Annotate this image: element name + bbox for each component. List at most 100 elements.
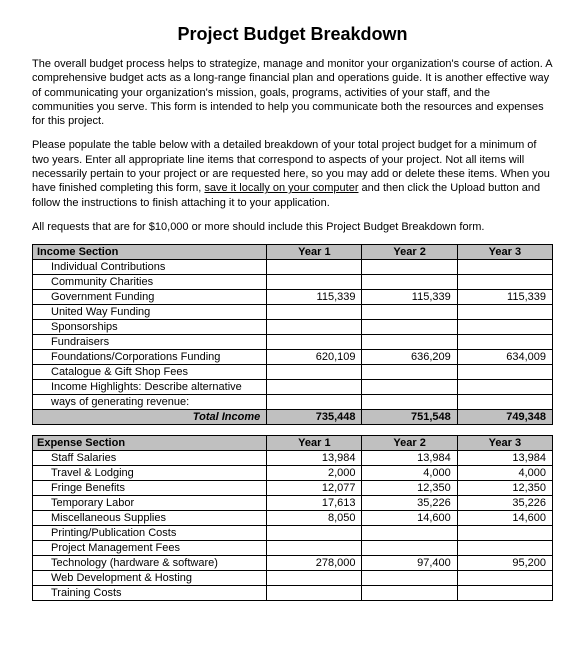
- table-row: Printing/Publication Costs: [33, 526, 553, 541]
- cell-value: 634,009: [457, 350, 552, 365]
- expense-section-header: Expense Section: [33, 436, 267, 451]
- row-label: Sponsorships: [33, 320, 267, 335]
- cell-value: 14,600: [362, 511, 457, 526]
- row-label: Fundraisers: [33, 335, 267, 350]
- year3-header: Year 3: [457, 436, 552, 451]
- cell-value: [267, 571, 362, 586]
- cell-value: [362, 260, 457, 275]
- cell-value: 115,339: [362, 290, 457, 305]
- income-table: Income Section Year 1 Year 2 Year 3 Indi…: [32, 244, 553, 425]
- cell-value: [267, 335, 362, 350]
- cell-value: [267, 541, 362, 556]
- table-row: Technology (hardware & software)278,0009…: [33, 556, 553, 571]
- cell-value: [362, 320, 457, 335]
- year2-header: Year 2: [362, 245, 457, 260]
- intro-paragraph-3: All requests that are for $10,000 or mor…: [32, 220, 553, 234]
- row-label: Catalogue & Gift Shop Fees: [33, 365, 267, 380]
- table-row: Individual Contributions: [33, 260, 553, 275]
- cell-value: 14,600: [457, 511, 552, 526]
- cell-value: 278,000: [267, 556, 362, 571]
- cell-value: [457, 305, 552, 320]
- cell-value: [267, 305, 362, 320]
- cell-value: [267, 275, 362, 290]
- cell-value: 97,400: [362, 556, 457, 571]
- row-label: Printing/Publication Costs: [33, 526, 267, 541]
- cell-value: [457, 335, 552, 350]
- p2-underline: save it locally on your computer: [204, 182, 358, 194]
- cell-value: 13,984: [457, 451, 552, 466]
- page-title: Project Budget Breakdown: [32, 24, 553, 45]
- table-row: Income Highlights: Describe alternative: [33, 380, 553, 395]
- cell-value: 620,109: [267, 350, 362, 365]
- cell-value: [457, 320, 552, 335]
- cell-value: 4,000: [457, 466, 552, 481]
- cell-value: 35,226: [362, 496, 457, 511]
- cell-value: [457, 586, 552, 601]
- row-label: Project Management Fees: [33, 541, 267, 556]
- row-label: United Way Funding: [33, 305, 267, 320]
- table-row: Travel & Lodging2,0004,0004,000: [33, 466, 553, 481]
- row-label: Miscellaneous Supplies: [33, 511, 267, 526]
- table-row: ways of generating revenue:: [33, 395, 553, 410]
- income-total-row: Total Income735,448751,548749,348: [33, 410, 553, 425]
- cell-value: 13,984: [362, 451, 457, 466]
- cell-value: [457, 365, 552, 380]
- cell-value: 12,350: [362, 481, 457, 496]
- row-label: Income Highlights: Describe alternative: [33, 380, 267, 395]
- row-label: Temporary Labor: [33, 496, 267, 511]
- cell-value: [457, 395, 552, 410]
- table-row: Community Charities: [33, 275, 553, 290]
- cell-value: [267, 380, 362, 395]
- total-value: 735,448: [267, 410, 362, 425]
- cell-value: 17,613: [267, 496, 362, 511]
- row-label: Training Costs: [33, 586, 267, 601]
- total-value: 751,548: [362, 410, 457, 425]
- table-row: Fringe Benefits12,07712,35012,350: [33, 481, 553, 496]
- cell-value: [362, 395, 457, 410]
- total-value: 749,348: [457, 410, 552, 425]
- table-row: Staff Salaries13,98413,98413,984: [33, 451, 553, 466]
- cell-value: [457, 541, 552, 556]
- year1-header: Year 1: [267, 245, 362, 260]
- cell-value: 12,350: [457, 481, 552, 496]
- year1-header: Year 1: [267, 436, 362, 451]
- table-row: Foundations/Corporations Funding620,1096…: [33, 350, 553, 365]
- cell-value: 35,226: [457, 496, 552, 511]
- cell-value: 115,339: [267, 290, 362, 305]
- row-label: Technology (hardware & software): [33, 556, 267, 571]
- cell-value: 636,209: [362, 350, 457, 365]
- cell-value: 12,077: [267, 481, 362, 496]
- cell-value: [362, 526, 457, 541]
- cell-value: [267, 320, 362, 335]
- cell-value: [362, 275, 457, 290]
- cell-value: 4,000: [362, 466, 457, 481]
- cell-value: [457, 260, 552, 275]
- total-label: Total Income: [33, 410, 267, 425]
- row-label: Staff Salaries: [33, 451, 267, 466]
- cell-value: [457, 571, 552, 586]
- cell-value: [362, 365, 457, 380]
- table-row: Sponsorships: [33, 320, 553, 335]
- year3-header: Year 3: [457, 245, 552, 260]
- cell-value: [267, 526, 362, 541]
- cell-value: [267, 395, 362, 410]
- table-row: Catalogue & Gift Shop Fees: [33, 365, 553, 380]
- expense-header-row: Expense Section Year 1 Year 2 Year 3: [33, 436, 553, 451]
- year2-header: Year 2: [362, 436, 457, 451]
- row-label: Government Funding: [33, 290, 267, 305]
- cell-value: [267, 260, 362, 275]
- table-row: Training Costs: [33, 586, 553, 601]
- cell-value: 13,984: [267, 451, 362, 466]
- cell-value: 2,000: [267, 466, 362, 481]
- row-label: Individual Contributions: [33, 260, 267, 275]
- table-row: Government Funding115,339115,339115,339: [33, 290, 553, 305]
- intro-paragraph-2: Please populate the table below with a d…: [32, 138, 553, 209]
- cell-value: [362, 571, 457, 586]
- table-row: Web Development & Hosting: [33, 571, 553, 586]
- cell-value: [457, 275, 552, 290]
- expense-table: Expense Section Year 1 Year 2 Year 3 Sta…: [32, 435, 553, 601]
- row-label: Travel & Lodging: [33, 466, 267, 481]
- cell-value: [362, 380, 457, 395]
- table-row: Miscellaneous Supplies8,05014,60014,600: [33, 511, 553, 526]
- cell-value: [267, 586, 362, 601]
